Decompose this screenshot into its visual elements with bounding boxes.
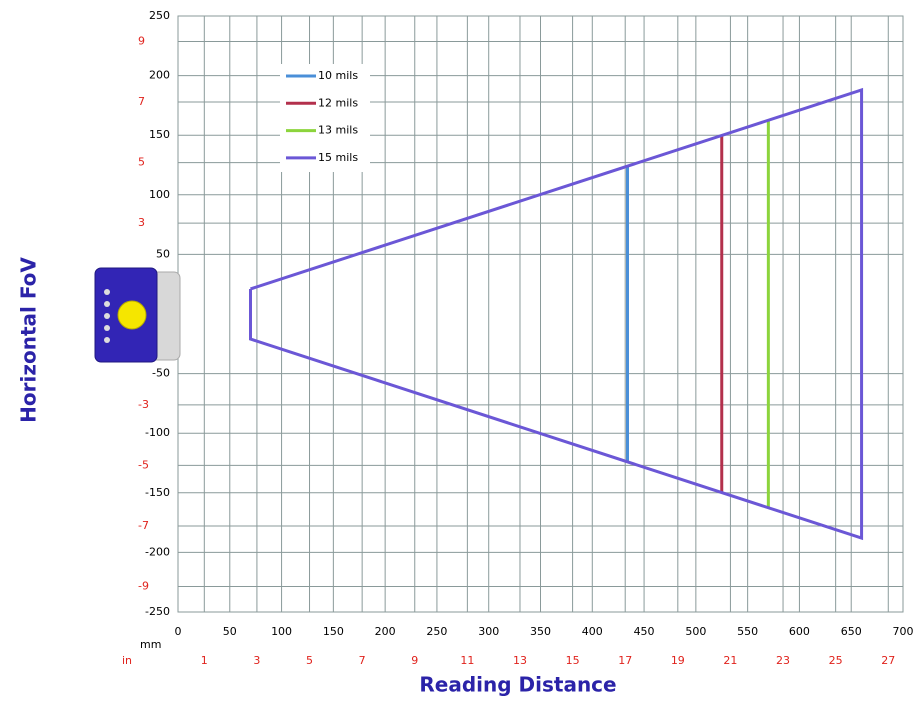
x-axis-title: Reading Distance xyxy=(419,673,616,697)
x-tick-label: 100 xyxy=(271,625,292,638)
y-tick-label: 50 xyxy=(156,247,170,260)
y2-tick-label: 9 xyxy=(138,34,145,47)
x-tick-label: 450 xyxy=(634,625,655,638)
y-tick-label: -50 xyxy=(152,367,170,380)
y-tick-label: 250 xyxy=(149,9,170,22)
scanner-led xyxy=(104,301,110,307)
y-axis-title: Horizontal FoV xyxy=(17,257,41,423)
scanner-led xyxy=(104,313,110,319)
x-tick-label: 250 xyxy=(426,625,447,638)
series-line xyxy=(249,87,864,541)
x-tick-label: 600 xyxy=(789,625,810,638)
x-tick-label: 300 xyxy=(478,625,499,638)
y2-tick-label: 7 xyxy=(138,95,145,108)
plot-lines xyxy=(249,87,864,541)
legend-box xyxy=(280,64,370,172)
x-tick-label: 50 xyxy=(223,625,237,638)
x2-tick-label: 15 xyxy=(566,654,580,667)
scanner-button xyxy=(117,300,147,330)
x2-tick-label: 21 xyxy=(723,654,737,667)
x-tick-label: 500 xyxy=(685,625,706,638)
x-tick-label: 350 xyxy=(530,625,551,638)
grid xyxy=(177,15,904,613)
x2-unit-label: in xyxy=(122,654,132,667)
y-tick-label: 100 xyxy=(149,188,170,201)
x-tick-label: 200 xyxy=(375,625,396,638)
y2-tick-label: -5 xyxy=(138,458,149,471)
y2-tick-label: -3 xyxy=(138,398,149,411)
x2-tick-label: 25 xyxy=(829,654,843,667)
scanner-icon xyxy=(94,267,181,363)
legend-label: 13 mils xyxy=(318,124,358,137)
x2-tick-label: 9 xyxy=(411,654,418,667)
legend-label: 15 mils xyxy=(318,151,358,164)
x2-tick-label: 7 xyxy=(359,654,366,667)
x2-tick-label: 17 xyxy=(618,654,632,667)
scanner-led xyxy=(104,337,110,343)
scanner-led xyxy=(104,325,110,331)
legend-label: 10 mils xyxy=(318,69,358,82)
x-tick-label: 650 xyxy=(841,625,862,638)
y-tick-label: 150 xyxy=(149,128,170,141)
x-tick-label: 400 xyxy=(582,625,603,638)
x2-tick-label: 27 xyxy=(881,654,895,667)
y-tick-label: -100 xyxy=(145,426,170,439)
legend-label: 12 mils xyxy=(318,96,358,109)
y2-tick-label: 3 xyxy=(138,216,145,229)
x2-tick-label: 23 xyxy=(776,654,790,667)
x2-tick-label: 5 xyxy=(306,654,313,667)
y-tick-label: -200 xyxy=(145,545,170,558)
scanner-led xyxy=(104,289,110,295)
y-tick-label: -150 xyxy=(145,486,170,499)
x2-tick-label: 1 xyxy=(201,654,208,667)
x-tick-label: 0 xyxy=(175,625,182,638)
x2-tick-label: 13 xyxy=(513,654,527,667)
legend: 10 mils 12 mils 13 mils 15 mils xyxy=(286,69,358,164)
x2-tick-label: 19 xyxy=(671,654,685,667)
x2-tick-label: 3 xyxy=(253,654,260,667)
y-tick-label: 200 xyxy=(149,69,170,82)
y2-tick-label: 5 xyxy=(138,156,145,169)
x2-tick-label: 11 xyxy=(460,654,474,667)
x-unit-label: mm xyxy=(140,638,161,651)
y2-tick-label: -7 xyxy=(138,519,149,532)
x-tick-label: 700 xyxy=(893,625,914,638)
x-tick-label: 150 xyxy=(323,625,344,638)
y2-tick-label: -9 xyxy=(138,580,149,593)
x-tick-label: 550 xyxy=(737,625,758,638)
y-tick-label: -250 xyxy=(145,605,170,618)
